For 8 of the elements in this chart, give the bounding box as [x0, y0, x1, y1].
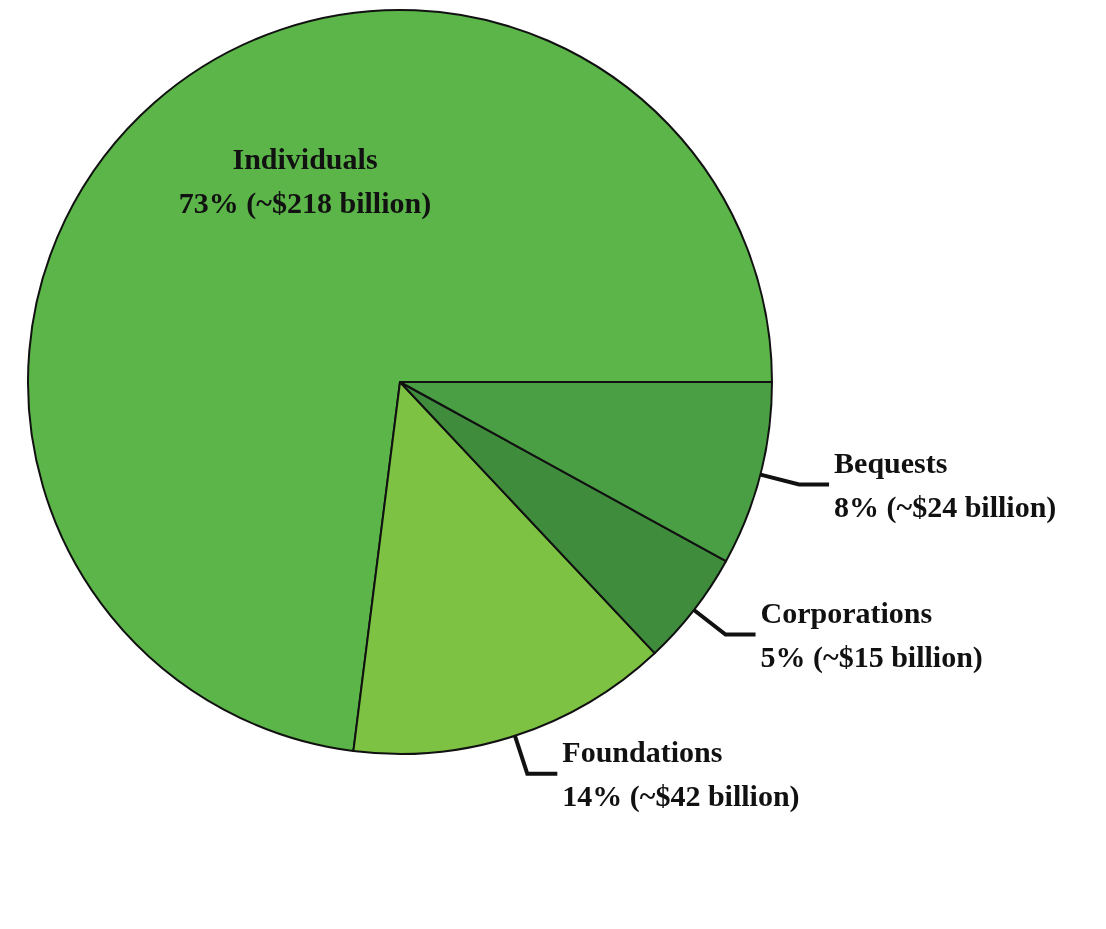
slice-label: Corporations [760, 596, 933, 630]
slice-label: Foundations [562, 735, 723, 769]
data-label: 73% (~$218 billion) [178, 185, 432, 220]
data-label: 14% (~$42 billion) [562, 779, 800, 814]
slice-label: Individuals [232, 141, 378, 175]
slice-label: Bequests [834, 445, 948, 479]
data-label: 5% (~$15 billion) [760, 640, 983, 675]
data-label: 8% (~$24 billion) [834, 489, 1057, 524]
